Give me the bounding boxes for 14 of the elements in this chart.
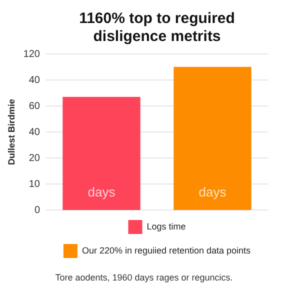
legend-label: Our 220% in reguiied retention data points [82,245,252,256]
y-axis-title: Dullest Birdmie [6,98,16,166]
text: 0 [34,204,40,216]
text: 120 [23,48,40,60]
text: 40 [28,126,40,138]
chart-title: 1160% top to reguired disligence metrits [79,10,235,46]
text: 40 [28,74,40,86]
text: 60 [28,100,40,112]
text: 10 [28,178,40,190]
annotation: days [198,184,227,200]
legend-label: Logs time [146,221,186,232]
text: 20 [28,152,40,164]
text: Tore aodents, 1960 days rages or reguncics. [55,272,233,282]
annotation: days [88,184,116,200]
